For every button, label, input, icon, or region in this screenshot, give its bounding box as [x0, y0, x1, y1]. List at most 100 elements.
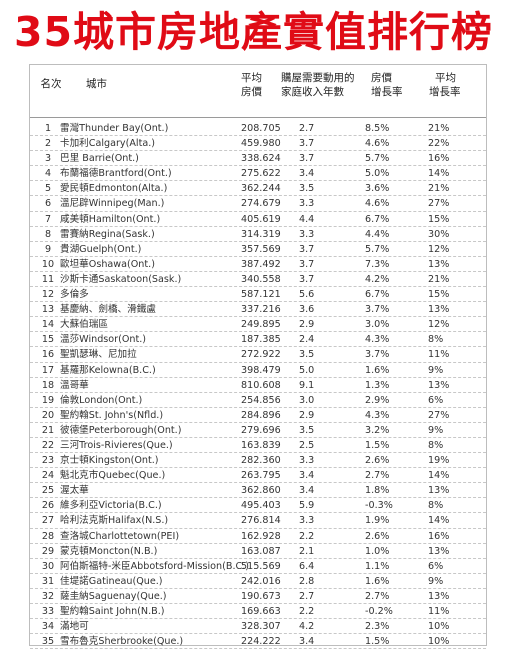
row-divider: [30, 225, 486, 227]
table-header: 名次 城市 平均 房價 購屋需要動用的 家庭收入年數 房價 增長率 平均 增長率: [30, 65, 486, 117]
price-growth-cell: -0.2%: [365, 606, 393, 617]
row-divider: [30, 603, 486, 604]
income-years-cell: 3.7: [299, 138, 315, 150]
rank-cell: 33: [41, 606, 55, 617]
avg-growth-cell: 13%: [428, 590, 450, 602]
avg-price-cell: 328.307: [241, 621, 281, 633]
rank-cell: 8: [44, 228, 52, 240]
city-cell: 溫尼辟Winnipeg(Man.): [60, 198, 165, 210]
rank-cell: 10: [41, 258, 55, 270]
avg-price-cell: 224.222: [241, 636, 281, 648]
avg-growth-cell: 6%: [428, 560, 444, 572]
row-divider: [30, 301, 486, 303]
price-growth-cell: 3.2%: [365, 424, 390, 436]
price-growth-cell: 3.7%: [365, 304, 390, 316]
table-row: 35 雪布魯克Sherbrooke(Que.) 224.222 3.4 1.5% 10%: [30, 634, 486, 650]
city-cell: 彼德堡Peterborough(Ont.): [60, 424, 182, 436]
table-row: 33 聖約翰Saint John(N.B.) 169.663 2.2 -0.2% 11%: [30, 604, 486, 620]
price-growth-cell: 5.7%: [365, 153, 390, 165]
city-cell: 滿地可: [60, 621, 89, 633]
income-years-cell: 9.1: [299, 379, 315, 391]
income-years-cell: 2.7: [299, 123, 315, 134]
avg-growth-cell: 12%: [428, 243, 450, 255]
row-divider: [30, 270, 486, 272]
price-growth-cell: 1.9%: [365, 515, 390, 527]
row-divider: [30, 618, 486, 620]
income-years-cell: 3.3: [299, 455, 315, 467]
row-divider: [30, 421, 486, 423]
price-growth-cell: 2.7%: [365, 470, 390, 482]
table-row: 1 雷灣Thunder Bay(Ont.) 208.705 2.7 8.5% 21%: [30, 121, 486, 137]
header-avg-growth-line2: 增長率: [429, 86, 461, 98]
city-cell: 溫哥華: [60, 379, 89, 391]
city-cell: 倫敦London(Ont.): [60, 394, 143, 406]
rank-cell: 34: [41, 621, 55, 633]
price-growth-cell: 4.3%: [365, 409, 390, 421]
avg-price-cell: 190.673: [241, 590, 281, 602]
table-row: 12 多倫多 587.121 5.6 6.7% 15%: [30, 287, 486, 303]
income-years-cell: 3.4: [299, 636, 315, 648]
price-growth-cell: 8.5%: [365, 123, 390, 134]
rank-cell: 15: [41, 334, 55, 346]
table-row: 31 佳堤諾Gatineau(Que.) 242.016 2.8 1.6% 9%: [30, 574, 486, 589]
row-divider: [30, 135, 486, 137]
table-row: 4 布蘭福德Brantford(Ont.) 275.622 3.4 5.0% 14%: [30, 166, 486, 182]
avg-growth-cell: 12%: [428, 319, 450, 331]
price-growth-cell: 1.5%: [365, 636, 390, 648]
rank-cell: 24: [41, 470, 55, 482]
city-cell: 渥太華: [60, 485, 89, 497]
rank-cell: 2: [44, 138, 52, 150]
rank-cell: 16: [41, 349, 55, 361]
avg-growth-cell: 13%: [428, 304, 450, 316]
income-years-cell: 2.2: [299, 606, 315, 617]
avg-price-cell: 284.896: [241, 409, 281, 421]
table-row: 2 卡加利Calgary(Alta.) 459.980 3.7 4.6% 22%: [30, 136, 486, 152]
avg-growth-cell: 11%: [428, 606, 450, 617]
price-growth-cell: 1.0%: [365, 545, 390, 557]
price-growth-cell: 1.6%: [365, 575, 390, 587]
avg-price-cell: 337.216: [241, 304, 281, 316]
city-cell: 基慶納、劍橋、滑鐵盧: [60, 304, 156, 316]
avg-growth-cell: 13%: [428, 485, 450, 497]
avg-price-cell: 338.624: [241, 153, 281, 165]
table-row: 14 大蘇伯瑞區 249.895 2.9 3.0% 12%: [30, 317, 486, 333]
table-row: 22 三河Trois-Rivieres(Que.) 163.839 2.5 1.5% 8%: [30, 438, 486, 454]
rank-cell: 3: [44, 153, 52, 165]
avg-growth-cell: 15%: [428, 213, 450, 225]
city-cell: 三河Trois-Rivieres(Que.): [60, 439, 173, 451]
avg-growth-cell: 21%: [428, 273, 450, 285]
avg-growth-cell: 10%: [428, 621, 450, 633]
avg-growth-cell: 8%: [428, 500, 444, 512]
price-growth-cell: 6.7%: [365, 213, 390, 225]
rank-cell: 29: [41, 545, 55, 557]
price-growth-cell: 4.3%: [365, 334, 390, 346]
avg-growth-cell: 8%: [428, 439, 444, 451]
city-cell: 巴里 Barrie(Ont.): [60, 153, 139, 165]
income-years-cell: 3.4: [299, 470, 315, 482]
table-row: 26 維多利亞Victoria(B.C.) 495.403 5.9 -0.3% 8%: [30, 498, 486, 514]
rank-cell: 22: [41, 439, 55, 451]
avg-growth-cell: 13%: [428, 545, 450, 557]
city-cell: 查洛城Charlottetown(PEI): [60, 530, 180, 542]
rank-cell: 13: [41, 304, 55, 316]
avg-price-cell: 254.856: [241, 394, 281, 406]
rank-cell: 30: [41, 560, 55, 572]
price-growth-cell: 3.6%: [365, 183, 390, 195]
rank-cell: 11: [41, 273, 55, 285]
avg-growth-cell: 21%: [428, 123, 450, 134]
rank-cell: 7: [44, 213, 52, 225]
row-divider: [30, 406, 486, 408]
table-row: 34 滿地可 328.307 4.2 2.3% 10%: [30, 619, 486, 635]
header-years-line2: 家庭收入年數: [281, 86, 344, 98]
rank-cell: 18: [41, 379, 55, 391]
table-row: 11 沙斯卡通Saskatoon(Sask.) 340.558 3.7 4.2% 21%: [30, 272, 486, 288]
avg-price-cell: 169.663: [241, 606, 281, 617]
income-years-cell: 2.8: [299, 575, 315, 587]
table-row: 29 蒙克頓Moncton(N.B.) 163.087 2.1 1.0% 13%: [30, 544, 486, 559]
avg-price-cell: 163.087: [241, 545, 281, 557]
rank-cell: 35: [41, 636, 55, 648]
income-years-cell: 2.7: [299, 590, 315, 602]
income-years-cell: 6.4: [299, 560, 315, 572]
row-divider: [30, 240, 486, 242]
income-years-cell: 3.5: [299, 349, 315, 361]
